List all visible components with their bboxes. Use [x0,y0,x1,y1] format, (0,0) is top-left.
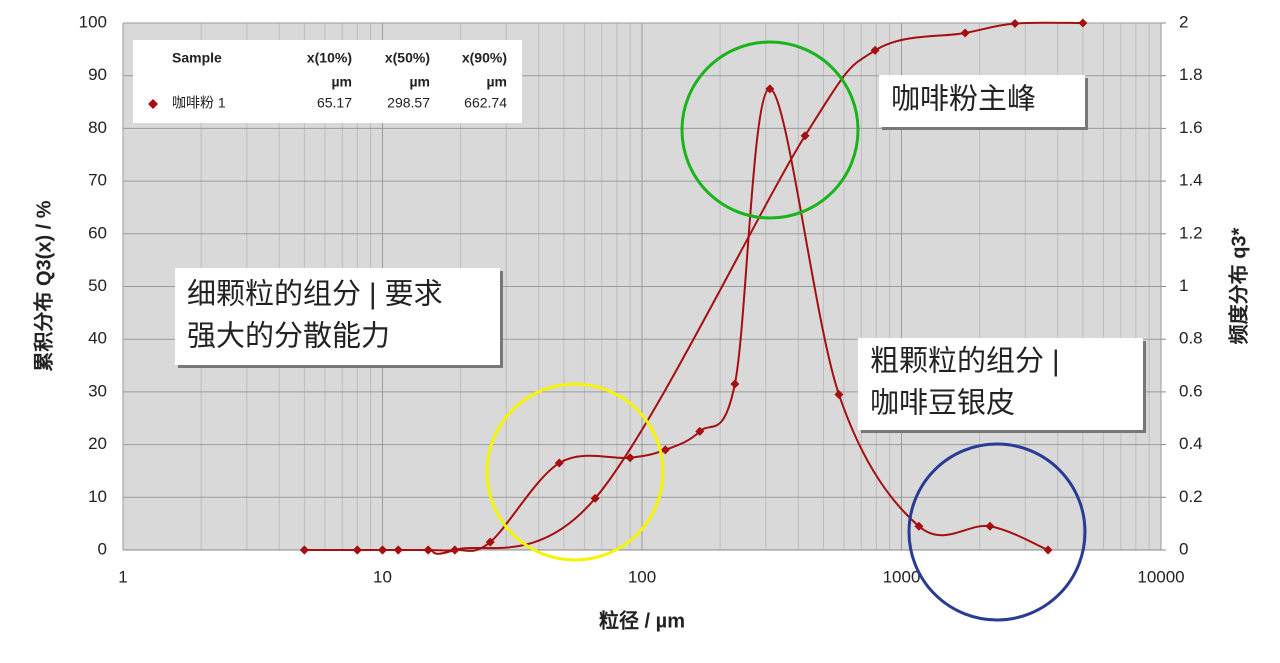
y-tick-label: 40 [88,329,107,348]
data-point [914,521,924,531]
data-point [870,45,880,55]
legend-header: x(50%) [385,50,430,66]
highlight-circle [485,382,665,562]
highlight-circle [907,442,1087,622]
annotation-text: 强大的分散能力 [187,320,390,353]
annotation-box [175,268,500,365]
y2-tick-label: 0.6 [1179,381,1203,400]
x-axis-label: 粒径 / µm [599,608,685,632]
data-point [378,545,387,555]
data-point [352,545,362,555]
data-point [485,537,495,547]
data-point [800,131,810,141]
y2-tick-label: 2 [1179,12,1188,31]
y-tick-label: 70 [88,171,107,190]
y-tick-label: 30 [88,381,107,400]
legend-name: 咖啡粉 1 [172,95,226,111]
highlight-circle [680,40,860,220]
y-tick-label: 90 [88,65,107,84]
legend-header: Sample [172,50,222,66]
data-point [1010,19,1020,29]
y-tick-label: 80 [88,118,107,137]
y-tick-label: 10 [88,487,107,506]
x-tick-label: 1 [118,567,127,586]
y2-tick-label: 1 [1179,276,1188,295]
legend-unit: µm [409,74,430,90]
data-point [450,545,460,555]
annotation-text: 粗颗粒的组分 | [870,345,1060,378]
y2-tick-label: 0 [1179,539,1188,558]
legend-box [133,40,522,123]
legend-value: 65.17 [317,95,352,111]
y-tick-label: 50 [88,276,107,295]
data-point [834,390,844,400]
annotation-text: 咖啡粉主峰 [891,83,1036,116]
y2-tick-label: 0.8 [1179,329,1203,348]
annotation-text: 咖啡豆银皮 [870,387,1015,420]
annotation-text: 细颗粒的组分 | 要求 [187,278,443,311]
data-point [423,545,433,555]
data-point [554,458,564,468]
data-point [1078,18,1088,28]
y2-axis-label: 频度分布 q3* [1226,227,1250,344]
y-tick-label: 100 [79,12,107,31]
annotation-box [858,338,1143,430]
legend-marker [148,99,158,109]
x-tick-label: 100 [628,567,656,586]
y-tick-label: 60 [88,223,107,242]
legend-unit: µm [486,74,507,90]
data-point [660,445,670,455]
x-tick-label: 10000 [1137,567,1184,586]
legend-header: x(90%) [462,50,507,66]
x-tick-label: 10 [373,567,392,586]
data-point [393,545,403,555]
y2-tick-label: 1.2 [1179,223,1203,242]
legend-value: 662.74 [464,95,507,111]
y-axis-label: 累积分布 Q3(x) / % [31,200,55,371]
y2-tick-label: 1.6 [1179,118,1203,137]
data-point [695,426,705,436]
data-point [730,379,740,389]
data-point [765,84,775,94]
data-point [1043,545,1053,555]
y2-tick-label: 0.4 [1179,434,1203,453]
y2-tick-label: 1.4 [1179,171,1203,190]
data-point [590,493,600,503]
data-point [985,521,995,531]
data-point [299,545,309,555]
legend-unit: µm [331,74,352,90]
x-tick-label: 1000 [883,567,921,586]
data-point [625,453,635,463]
legend-value: 298.57 [387,95,430,111]
data-point [960,28,970,38]
annotation-box [879,75,1085,127]
legend-header: x(10%) [307,50,352,66]
y-tick-label: 20 [88,434,107,453]
y2-tick-label: 0.2 [1179,487,1203,506]
y2-tick-label: 1.8 [1179,65,1203,84]
y-tick-label: 0 [98,539,107,558]
